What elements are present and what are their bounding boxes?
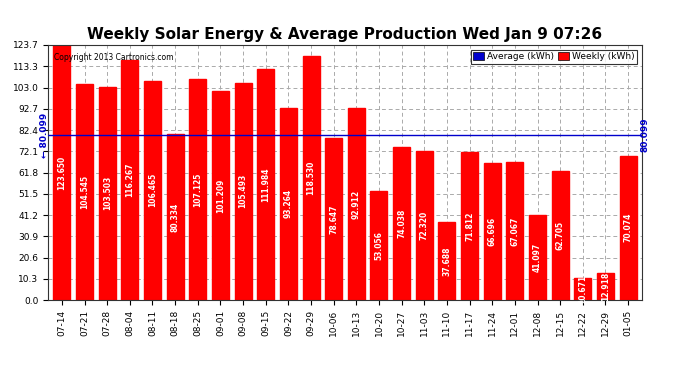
- Bar: [212, 92, 229, 300]
- Text: 111.984: 111.984: [262, 167, 270, 202]
- Bar: [438, 222, 455, 300]
- Text: 93.264: 93.264: [284, 189, 293, 218]
- Text: 37.688: 37.688: [442, 246, 451, 276]
- Text: 72.320: 72.320: [420, 211, 428, 240]
- Text: 103.503: 103.503: [103, 176, 112, 210]
- Bar: [76, 84, 93, 300]
- Text: 66.696: 66.696: [488, 217, 497, 246]
- Text: 78.647: 78.647: [329, 204, 338, 234]
- Text: 12.918: 12.918: [601, 272, 610, 301]
- Text: ← 80.099: ← 80.099: [41, 112, 50, 158]
- Text: 41.097: 41.097: [533, 243, 542, 272]
- Bar: [280, 108, 297, 300]
- Text: 10.671: 10.671: [578, 274, 587, 304]
- Text: 123.650: 123.650: [57, 155, 66, 190]
- Text: 107.125: 107.125: [193, 172, 202, 207]
- Title: Weekly Solar Energy & Average Production Wed Jan 9 07:26: Weekly Solar Energy & Average Production…: [88, 27, 602, 42]
- Bar: [235, 82, 252, 300]
- Text: 106.465: 106.465: [148, 173, 157, 207]
- Bar: [597, 273, 614, 300]
- Bar: [552, 171, 569, 300]
- Bar: [371, 190, 388, 300]
- Text: Copyright 2013 Cartronics.com: Copyright 2013 Cartronics.com: [55, 53, 174, 62]
- Text: 80.099: 80.099: [640, 118, 649, 152]
- Bar: [325, 138, 342, 300]
- Bar: [257, 69, 274, 300]
- Bar: [393, 147, 410, 300]
- Text: 116.267: 116.267: [126, 163, 135, 197]
- Bar: [99, 87, 116, 300]
- Bar: [620, 156, 637, 300]
- Text: 67.067: 67.067: [511, 216, 520, 246]
- Text: 70.074: 70.074: [624, 213, 633, 243]
- Bar: [506, 162, 523, 300]
- Bar: [53, 45, 70, 300]
- Bar: [484, 162, 501, 300]
- Bar: [461, 152, 478, 300]
- Text: 104.545: 104.545: [80, 175, 89, 209]
- Text: 80.334: 80.334: [170, 202, 179, 232]
- Bar: [529, 215, 546, 300]
- Bar: [167, 134, 184, 300]
- Text: 118.530: 118.530: [306, 160, 315, 195]
- Text: 62.705: 62.705: [555, 221, 564, 250]
- Text: 71.812: 71.812: [465, 211, 474, 241]
- Bar: [144, 81, 161, 300]
- Text: 92.912: 92.912: [352, 190, 361, 219]
- Bar: [302, 56, 319, 300]
- Bar: [416, 151, 433, 300]
- Bar: [574, 278, 591, 300]
- Bar: [348, 108, 365, 300]
- Bar: [121, 60, 138, 300]
- Text: 105.493: 105.493: [239, 174, 248, 208]
- Bar: [189, 79, 206, 300]
- Text: 101.209: 101.209: [216, 178, 225, 213]
- Legend: Average (kWh), Weekly (kWh): Average (kWh), Weekly (kWh): [471, 50, 637, 64]
- Text: 74.038: 74.038: [397, 209, 406, 238]
- Text: 53.056: 53.056: [375, 231, 384, 260]
